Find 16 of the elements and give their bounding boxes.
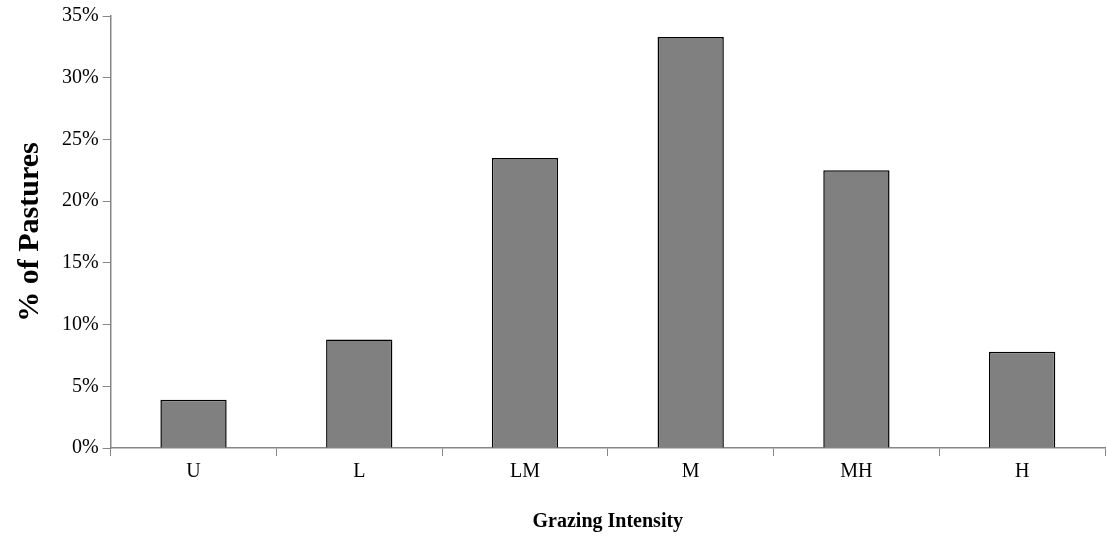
- y-axis-title: % of Pastures: [10, 142, 44, 322]
- x-tick-label: M: [681, 459, 700, 482]
- x-tick-label: H: [1014, 459, 1030, 482]
- y-tick-label: 30%: [61, 64, 99, 87]
- y-tick-label: 5%: [71, 373, 99, 396]
- y-tick-label: 0%: [71, 435, 99, 458]
- x-tick-label: MH: [840, 459, 873, 482]
- x-tick-label: LM: [509, 459, 541, 482]
- x-axis-title: Grazing Intensity: [532, 509, 684, 533]
- y-tick-label: 20%: [61, 188, 99, 211]
- y-tick-label: 15%: [61, 250, 99, 273]
- y-tick-label: 25%: [61, 126, 99, 149]
- y-tick-label: 35%: [61, 3, 99, 26]
- y-tick-label: 10%: [61, 311, 99, 334]
- x-tick-label: L: [353, 459, 366, 482]
- x-tick-label: U: [186, 459, 202, 482]
